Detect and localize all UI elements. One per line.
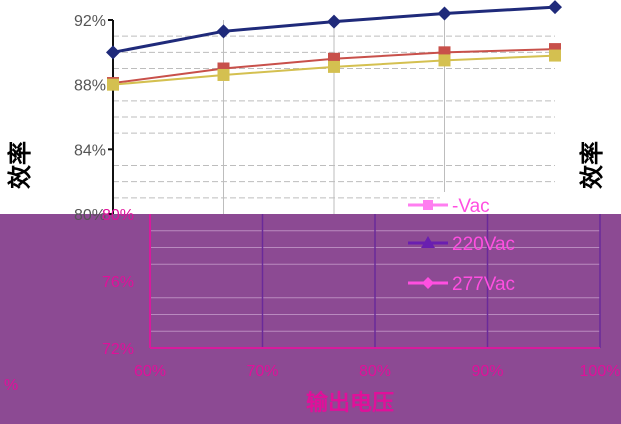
legend: -Vac 220Vac 277Vac <box>408 192 595 295</box>
data-point <box>216 24 231 39</box>
data-point <box>328 60 340 73</box>
y-tick-label: 80% <box>102 207 134 224</box>
data-point <box>437 6 452 21</box>
x-tick-label: 80% <box>359 363 391 380</box>
x-tick-label: 100% <box>580 363 621 380</box>
legend-marker <box>421 236 435 248</box>
data-point <box>549 49 561 62</box>
y-tick-label: 88% <box>74 78 106 95</box>
data-point <box>327 14 341 29</box>
legend-label: 277Vac <box>452 274 515 295</box>
series-layer <box>106 0 562 91</box>
data-point <box>438 54 451 67</box>
left-fragment-label: % <box>4 377 18 394</box>
data-point <box>548 0 562 15</box>
x-axis-title: 输出电压 <box>306 390 394 415</box>
y-tick-label: 76% <box>102 274 134 291</box>
lower-y-tick-labels: 80% 76% 72% <box>102 207 134 358</box>
x-tick-labels: 60% 70% 80% 90% 100% <box>134 363 620 380</box>
upper-background <box>0 0 621 215</box>
data-point <box>107 78 119 91</box>
x-tick-label: 90% <box>471 363 503 380</box>
legend-marker <box>423 200 433 210</box>
y-tick-label: 80% <box>74 207 106 224</box>
legend-label: -Vac <box>452 196 490 217</box>
y-tick-label: 92% <box>74 13 106 30</box>
legend-box-top <box>440 192 595 214</box>
y-tick-label: 84% <box>74 142 106 159</box>
lower-grid <box>150 214 601 348</box>
right-y-axis-title: 效率 <box>578 141 606 189</box>
x-tick-label: 60% <box>134 363 166 380</box>
data-point <box>106 45 120 60</box>
data-point <box>217 68 230 81</box>
y-tick-label: 72% <box>102 341 134 358</box>
upper-y-tick-labels: 92% 88% 84% 80% <box>74 13 113 224</box>
legend-label: 220Vac <box>452 234 515 255</box>
legend-marker <box>422 277 434 289</box>
x-tick-label: 70% <box>246 363 278 380</box>
lower-background <box>0 214 621 424</box>
y-axis-title: 效率 <box>6 141 34 189</box>
